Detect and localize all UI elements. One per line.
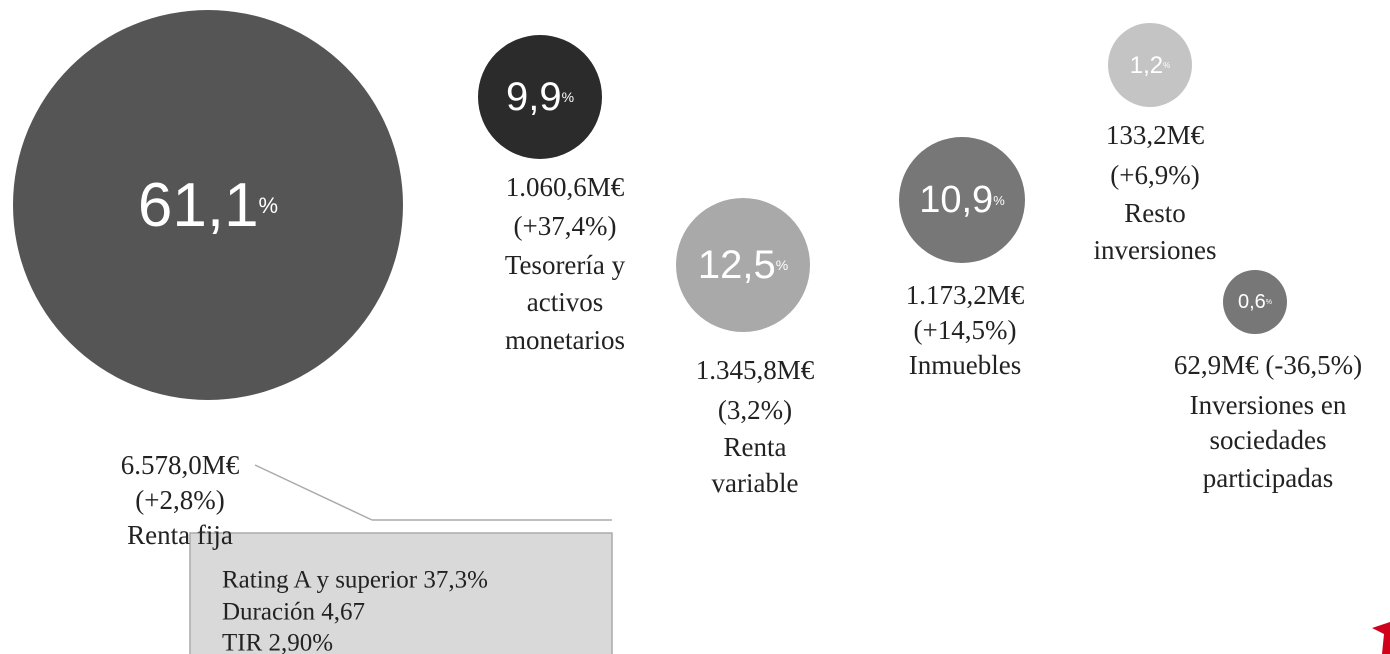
bubble	[1108, 23, 1192, 107]
bubble	[478, 35, 602, 159]
label-line: 1.060,6M€	[506, 172, 625, 202]
logo	[1372, 622, 1390, 654]
bubble	[899, 137, 1025, 263]
percent: 12,5%	[698, 243, 788, 287]
percent: 1,2%	[1130, 52, 1171, 79]
label-line: activos	[527, 287, 603, 317]
label-line: monetarios	[505, 325, 625, 355]
percent-unit: %	[1163, 61, 1170, 70]
label-line: 1.173,2M€	[906, 280, 1025, 310]
detail-line: TIR 2,90%	[222, 630, 333, 654]
label-line: Inmuebles	[909, 350, 1021, 380]
percent: 10,9%	[919, 179, 1005, 221]
label-line: (+6,9%)	[1110, 160, 1199, 190]
detail-line: Duración 4,67	[222, 599, 365, 626]
bubble	[676, 198, 810, 332]
bubble	[13, 10, 403, 400]
percent: 0,6%	[1238, 291, 1272, 313]
label-line: 1.345,8M€	[696, 355, 815, 385]
label-line: (+2,8%)	[135, 485, 224, 515]
label-line: participadas	[1203, 463, 1333, 493]
connector	[254, 464, 373, 521]
percent-unit: %	[776, 257, 788, 273]
label-line: 133,2M€	[1106, 120, 1205, 150]
percent-value: 9,9	[506, 75, 562, 119]
percent-value: 61,1	[138, 171, 259, 240]
percent: 9,9%	[506, 75, 574, 119]
detail-box	[189, 532, 613, 654]
label-line: variable	[712, 468, 799, 498]
label-line: (+37,4%)	[514, 211, 617, 241]
percent-unit: %	[562, 89, 574, 105]
percent-unit: %	[1266, 299, 1272, 306]
percent-unit: %	[993, 193, 1005, 208]
bubble	[1223, 270, 1287, 334]
percent-value: 0,6	[1238, 291, 1266, 313]
percent-unit: %	[259, 193, 279, 218]
percent-value: 12,5	[698, 243, 776, 287]
label-line: 62,9M€ (-36,5%)	[1174, 350, 1362, 380]
label-line: (3,2%)	[718, 395, 792, 425]
label-line: 6.578,0M€	[121, 450, 240, 480]
label-line: Tesorería y	[505, 250, 626, 280]
detail-line: Rating A y superior 37,3%	[222, 567, 488, 594]
percent: 61,1%	[138, 171, 278, 240]
label-line: Resto	[1124, 198, 1186, 228]
label-line: Renta	[724, 432, 787, 462]
percent-value: 1,2	[1130, 52, 1163, 79]
label-line: inversiones	[1094, 235, 1217, 265]
label-line: Renta fija	[127, 520, 233, 550]
label-line: (+14,5%)	[914, 315, 1017, 345]
label-line: Inversiones en	[1190, 390, 1347, 420]
label-line: sociedades	[1210, 425, 1327, 455]
percent-value: 10,9	[919, 179, 993, 221]
